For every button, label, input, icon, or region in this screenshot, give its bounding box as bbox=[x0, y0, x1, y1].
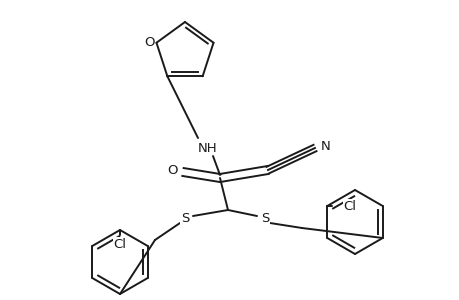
Text: S: S bbox=[180, 212, 189, 224]
Text: O: O bbox=[167, 164, 178, 178]
Text: S: S bbox=[260, 212, 269, 224]
Text: Cl: Cl bbox=[113, 238, 126, 250]
Text: Cl: Cl bbox=[342, 200, 356, 212]
Text: N: N bbox=[320, 140, 330, 152]
Text: NH: NH bbox=[198, 142, 218, 154]
Text: O: O bbox=[144, 36, 154, 49]
